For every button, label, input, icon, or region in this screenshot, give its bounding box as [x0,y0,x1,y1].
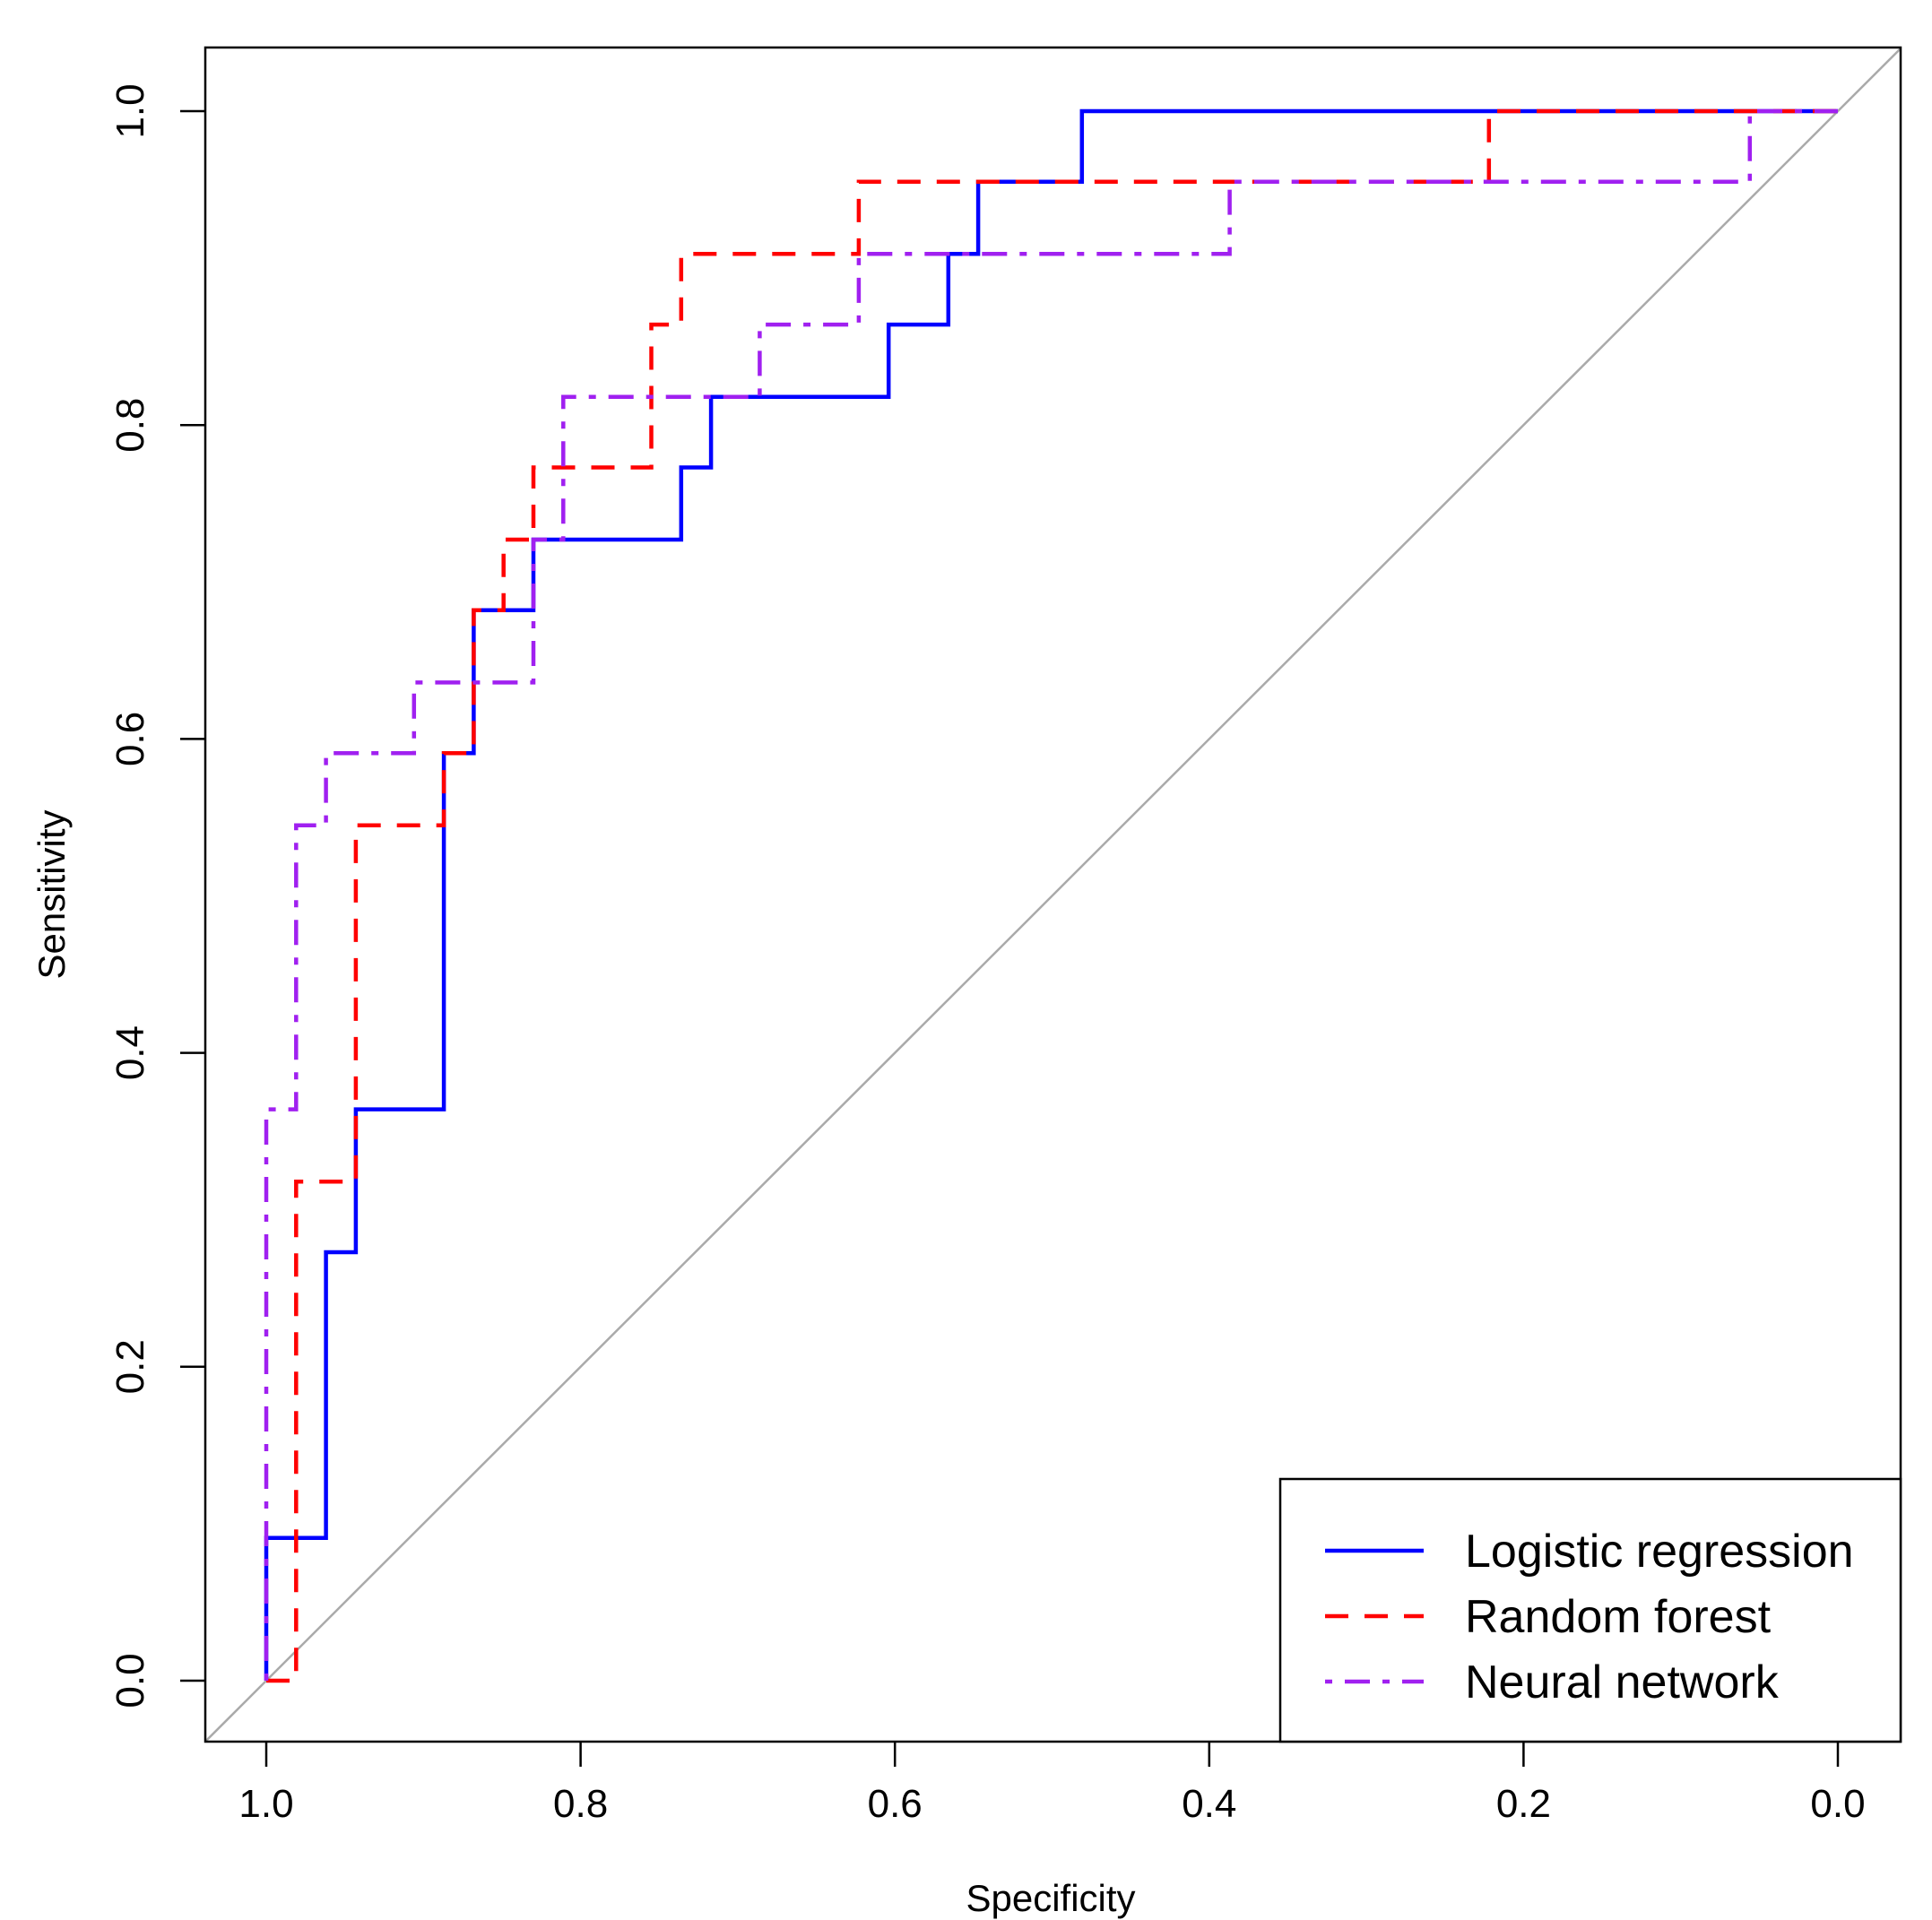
series-line-neural-network [264,108,1838,1681]
legend-label: Neural network [1465,1656,1780,1708]
legend-label: Random forest [1465,1591,1772,1643]
x-tick-label: 0.4 [1182,1782,1236,1826]
x-tick-label: 0.0 [1810,1782,1865,1826]
y-tick-label: 0.4 [108,1025,152,1080]
legend-label: Logistic regression [1465,1526,1854,1578]
x-tick-label: 1.0 [238,1782,293,1826]
y-axis-title: Sensitivity [30,809,73,979]
y-tick-label: 0.8 [108,398,152,453]
series-line-random-forest [266,108,1838,1683]
y-tick-label: 0.0 [108,1653,152,1708]
x-axis: 1.0 0.8 0.6 0.4 0.2 0.0 [238,1742,1866,1826]
legend-box [1278,1477,1902,1743]
x-tick-label: 0.6 [868,1782,923,1826]
x-tick-label: 0.2 [1496,1782,1551,1826]
y-axis: 0.0 0.2 0.4 0.6 0.8 1.0 [108,83,205,1708]
x-axis-title: Specificity [966,1877,1135,1919]
y-tick-label: 0.2 [108,1339,152,1394]
series-line-logistic-regression [264,108,1838,1681]
y-tick-label: 1.0 [108,83,152,138]
series-layer [264,108,1838,1683]
x-tick-label: 0.8 [553,1782,608,1826]
legend-items: Logistic regression Random forest Neural n… [1325,1526,1854,1708]
plot-frame [204,46,1902,1743]
y-tick-label: 0.6 [108,712,152,766]
legend: Logistic regression Random forest Neural n… [1278,1477,1902,1743]
reference-diagonal [205,48,1901,1742]
